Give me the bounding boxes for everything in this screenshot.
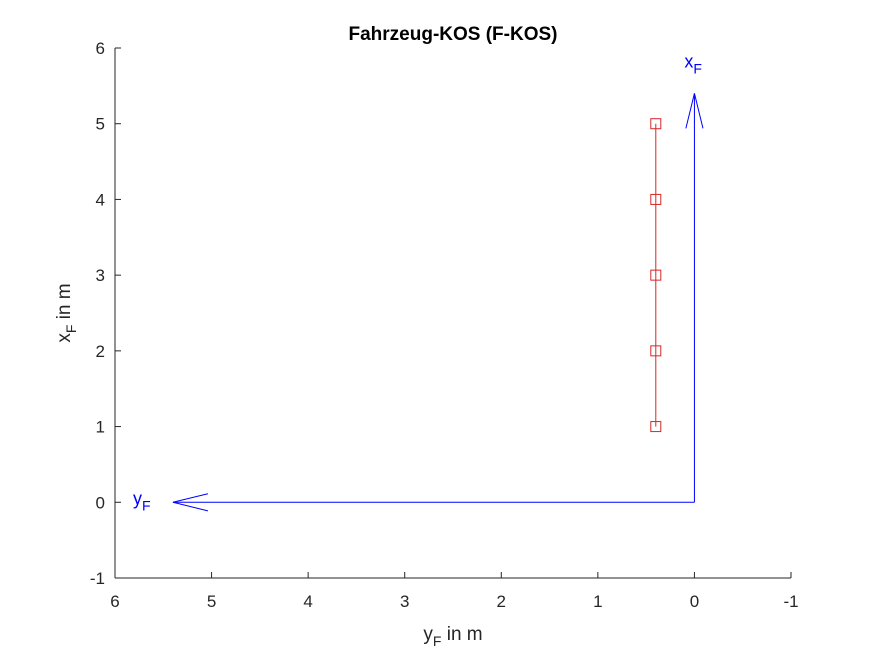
x-axis-label: yF in m — [423, 624, 482, 649]
chart-title: Fahrzeug-KOS (F-KOS) — [349, 24, 558, 45]
y-tick-label: 0 — [96, 493, 105, 512]
data-point-marker — [650, 118, 662, 130]
x-tick-label: 2 — [497, 592, 506, 611]
plot-frame — [114, 48, 791, 579]
data-series — [650, 118, 662, 433]
coordinate-arrows: xF yF — [133, 51, 704, 513]
data-point-marker — [650, 193, 662, 205]
x-tick-label: -1 — [783, 592, 798, 611]
arrow-yF-head — [172, 493, 209, 512]
x-tick-label: 6 — [110, 592, 119, 611]
x-tick-label: 4 — [303, 592, 312, 611]
y-tick-label: -1 — [90, 569, 105, 588]
y-axis-ticks: -1 0 1 2 3 4 5 6 — [90, 39, 121, 588]
arrow-xF-head — [685, 93, 704, 129]
y-tick-label: 3 — [96, 266, 105, 285]
y-tick-label: 4 — [96, 190, 105, 209]
data-point-marker — [650, 421, 662, 433]
y-tick-label: 6 — [96, 39, 105, 58]
x-tick-label: 1 — [593, 592, 602, 611]
x-tick-label: 5 — [207, 592, 216, 611]
y-tick-label: 1 — [96, 418, 105, 437]
arrow-yF-label: yF — [133, 488, 151, 513]
x-tick-label: 0 — [690, 592, 699, 611]
x-tick-label: 3 — [400, 592, 409, 611]
y-axis-label: xF in m — [54, 283, 79, 342]
data-point-marker — [650, 345, 662, 357]
y-tick-label: 5 — [96, 115, 105, 134]
data-point-marker — [650, 269, 662, 281]
x-axis-ticks: 6 5 4 3 2 1 0 -1 — [110, 572, 799, 611]
arrow-xF-label: xF — [684, 51, 702, 76]
y-tick-label: 2 — [96, 342, 105, 361]
